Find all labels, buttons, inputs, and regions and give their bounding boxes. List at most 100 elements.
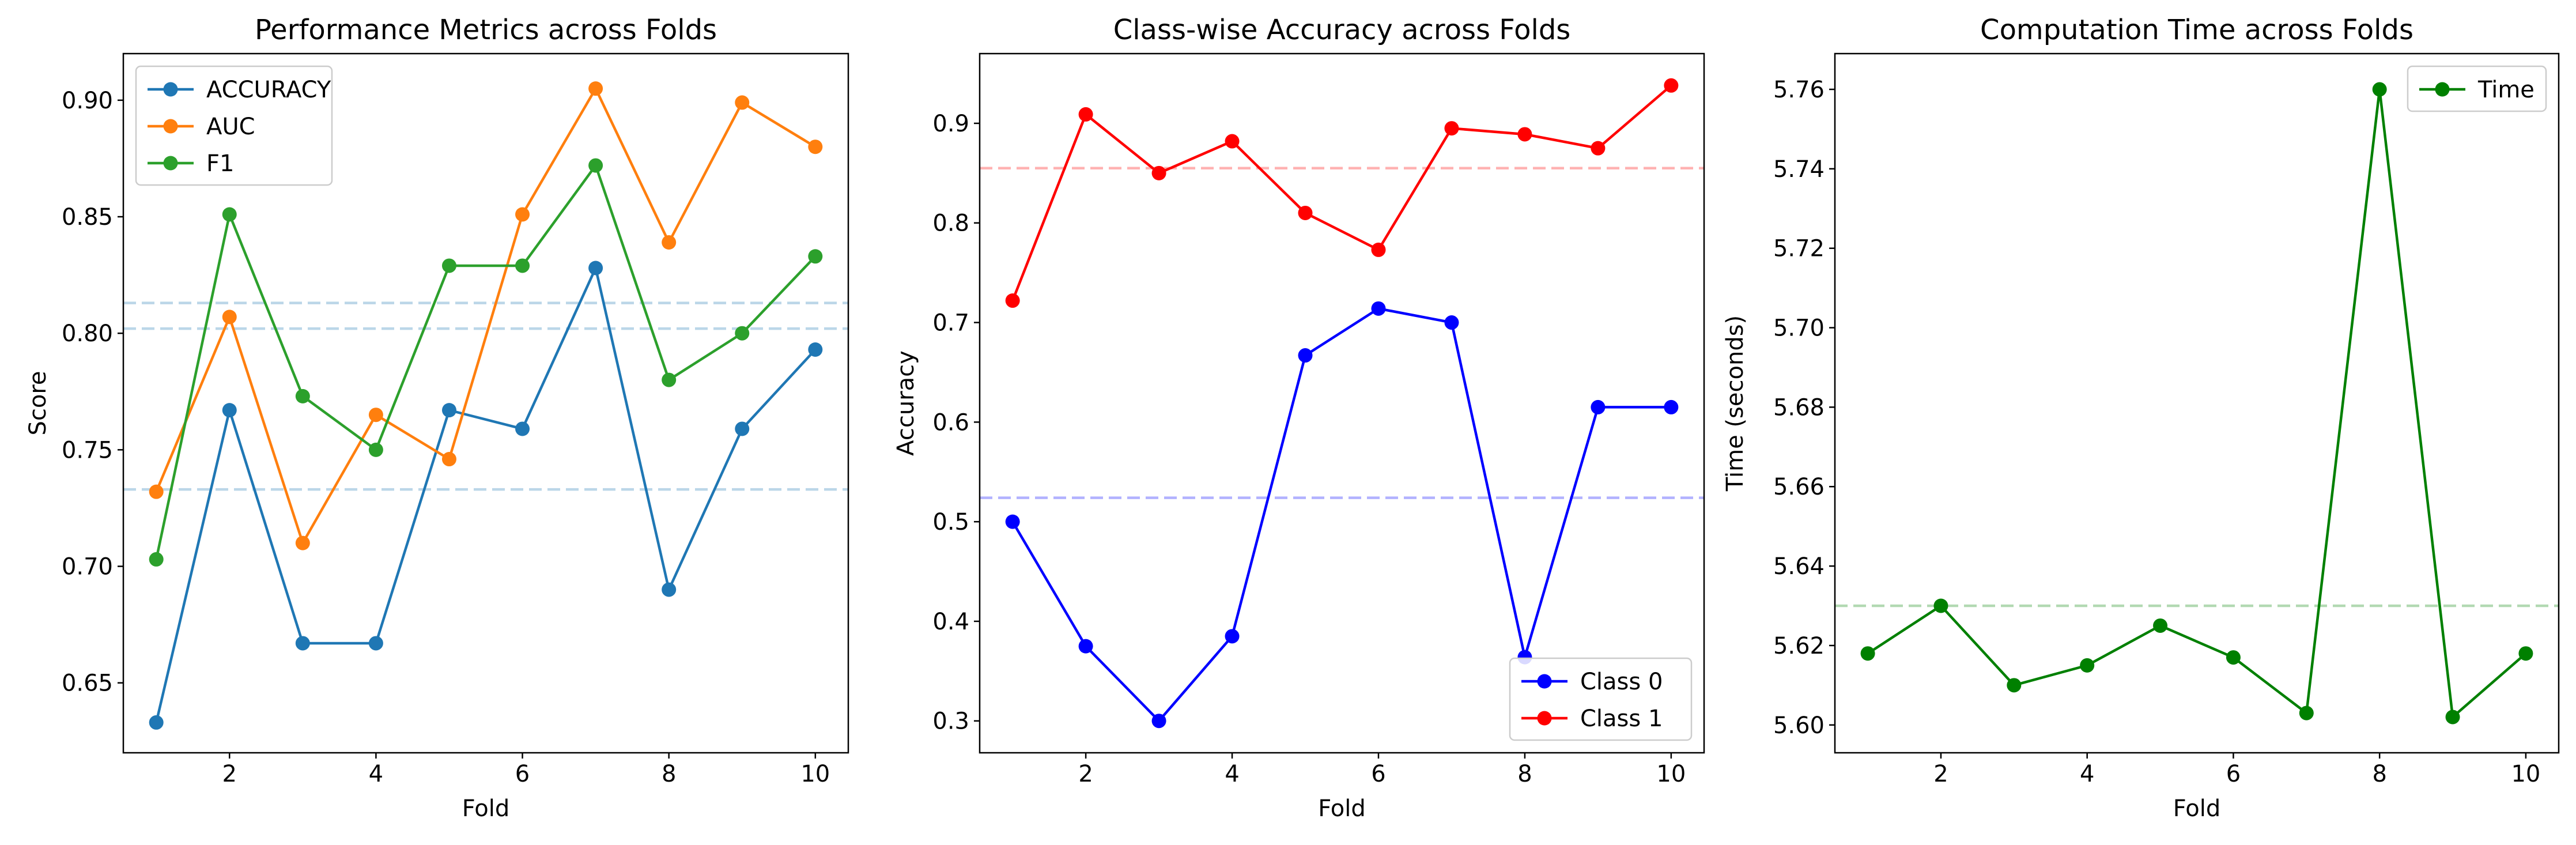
y-axis-label: Time (seconds) [1722,315,1748,492]
data-point-f1 [735,326,750,341]
y-tick-label: 0.85 [62,204,113,231]
data-point-class-0 [1591,399,1606,414]
data-point-class-1 [1005,293,1020,308]
data-point-time [2299,706,2314,720]
y-tick-label: 5.64 [1773,553,1825,580]
data-point-accuracy [515,421,530,436]
data-point-time [1933,598,1948,613]
x-tick-label: 2 [222,761,237,787]
legend-label-f1: F1 [206,150,234,177]
legend-label-auc: AUC [206,114,255,140]
x-axis-label: Fold [1318,795,1366,822]
x-tick-label: 2 [1933,761,1948,787]
y-tick-label: 0.6 [932,409,969,436]
x-tick-label: 8 [1517,761,1532,787]
data-point-auc [295,535,310,550]
data-point-accuracy [368,636,383,651]
data-point-accuracy [222,403,237,418]
data-point-accuracy [149,715,164,730]
data-point-f1 [662,372,677,387]
y-tick-label: 5.62 [1773,633,1825,659]
data-point-auc [515,207,530,222]
legend-swatch-marker [1537,674,1552,689]
x-tick-label: 6 [515,761,530,787]
data-point-f1 [295,388,310,403]
data-point-f1 [368,442,383,457]
data-point-f1 [441,258,456,273]
data-point-class-1 [1591,141,1606,156]
data-point-auc [368,408,383,423]
legend-swatch-marker [163,156,178,171]
legend-swatch-marker [1537,711,1552,726]
x-axis-label: Fold [462,795,510,822]
data-point-time [2007,678,2022,693]
x-axis-label: Fold [2173,795,2221,822]
x-tick-label: 4 [2080,761,2094,787]
data-point-class-0 [1298,348,1313,363]
data-point-class-1 [1298,205,1313,220]
chart-title: Class-wise Accuracy across Folds [1113,14,1571,46]
y-tick-label: 5.74 [1773,156,1825,183]
data-point-auc [735,95,750,110]
data-point-f1 [222,207,237,222]
data-point-auc [662,235,677,250]
data-point-time [2518,646,2533,661]
data-point-time [2080,658,2095,673]
x-tick-label: 10 [800,761,830,787]
y-tick-label: 5.66 [1773,474,1825,500]
series-line-f1 [154,164,817,560]
x-tick-label: 8 [2372,761,2386,787]
x-tick-label: 10 [2511,761,2540,787]
legend: ACCURACY AUC F1 [135,65,333,186]
y-axis-label: Accuracy [893,350,919,456]
x-tick-label: 8 [662,761,676,787]
x-tick-label: 4 [369,761,383,787]
legend-label-time: Time [2477,77,2535,103]
data-point-auc [149,484,164,499]
legend-box [1509,657,1693,741]
data-point-time [2226,650,2241,665]
series-line-class-0 [1011,307,1671,722]
data-point-class-0 [1225,629,1240,644]
data-point-class-1 [1444,121,1459,136]
data-point-auc [808,139,823,154]
series-line-auc [155,87,816,545]
axes-frame [979,52,1705,754]
legend-label-class-1: Class 1 [1580,706,1663,732]
data-point-accuracy [588,261,603,276]
data-point-accuracy [441,403,456,418]
legend-label-class-0: Class 0 [1580,669,1663,695]
y-tick-label: 0.75 [62,437,113,463]
data-point-time [1860,646,1875,661]
data-point-class-0 [1664,399,1679,414]
data-point-class-1 [1078,107,1093,122]
subplot-performance-metrics: 2 4 6 8 10 0.65 0.70 0.75 0.80 0.85 0.90 Performanc… [25,14,849,822]
data-point-class-0 [1151,714,1166,729]
subplot-computation-time: 2 4 6 8 10 5.60 5.62 5.64 5.66 5.68 5.70 5.72 5.74 5.… [1722,14,2560,822]
chart-title: Performance Metrics across Folds [255,14,717,46]
y-tick-label: 0.90 [62,88,113,114]
legend-box [2407,65,2547,112]
x-tick-label: 2 [1078,761,1093,787]
chart-title: Computation Time across Folds [1980,14,2413,46]
series-line-time [1867,88,2527,719]
legend-box [135,65,333,186]
legend-swatch-marker [163,119,178,134]
y-tick-label: 0.8 [932,210,969,237]
y-axis-label: Score [25,371,51,435]
y-tick-label: 5.76 [1773,77,1825,103]
data-point-time [2372,82,2387,97]
data-point-class-1 [1664,78,1679,93]
y-tick-label: 0.80 [62,320,113,347]
data-point-class-0 [1078,639,1093,654]
legend-swatch-marker [163,82,178,97]
data-point-class-0 [1371,301,1386,316]
data-point-auc [588,81,603,96]
data-point-class-1 [1151,165,1166,180]
x-tick-label: 4 [1225,761,1239,787]
data-point-accuracy [735,421,750,436]
data-point-class-1 [1225,134,1240,149]
y-tick-label: 0.65 [62,670,113,697]
y-tick-label: 5.68 [1773,394,1825,421]
y-tick-label: 0.3 [932,708,969,735]
